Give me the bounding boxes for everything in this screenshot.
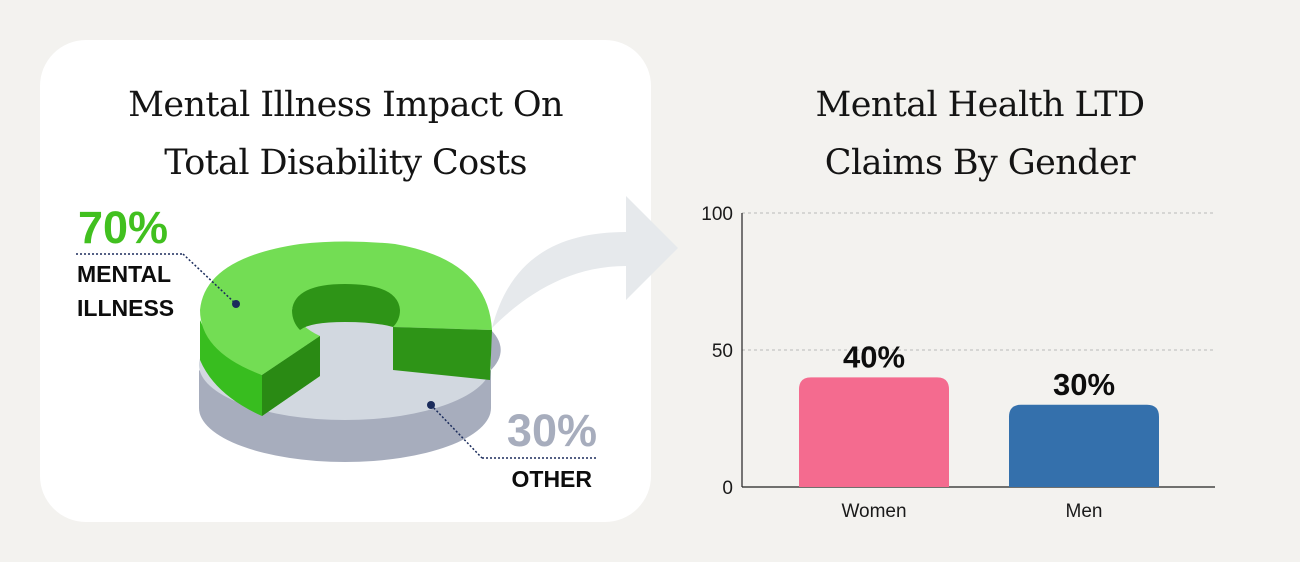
bar-title-line-1: Mental Health LTD bbox=[815, 85, 1146, 125]
bar-men bbox=[1009, 404, 1159, 487]
donut-other-side bbox=[199, 330, 501, 462]
bar-chart-title: Mental Health LTD Claims By Gender bbox=[740, 76, 1220, 192]
other-label: OTHER bbox=[512, 466, 593, 492]
other-percent: 30% bbox=[507, 405, 597, 456]
mental-leader-d bbox=[182, 253, 237, 305]
bar-chart: 0 50 100 40% Women 30% Men bbox=[701, 204, 1215, 522]
y-tick-label-0: 0 bbox=[722, 478, 733, 499]
x-tick-label-women: Women bbox=[841, 501, 906, 522]
y-tick-label-100: 100 bbox=[701, 204, 733, 225]
y-tick-label-50: 50 bbox=[712, 341, 733, 362]
data-label-women: 40% bbox=[843, 339, 905, 374]
mental-percent: 70% bbox=[78, 202, 168, 253]
donut-mental-inner bbox=[292, 284, 400, 330]
donut-mental-top bbox=[200, 241, 492, 375]
x-tick-label-men: Men bbox=[1066, 501, 1103, 522]
bar-title-line-2: Claims By Gender bbox=[824, 143, 1136, 183]
other-leader-d bbox=[430, 404, 483, 459]
mental-leader-dot bbox=[232, 300, 240, 308]
donut-3d bbox=[199, 241, 501, 462]
bar-women bbox=[799, 377, 949, 487]
mental-label-line-1: MENTAL bbox=[77, 261, 171, 287]
donut-chart-title: Mental Illness Impact On Total Disabilit… bbox=[40, 76, 651, 192]
transition-arrow-icon bbox=[492, 196, 678, 328]
donut-mental-cut-start bbox=[262, 336, 320, 416]
mental-label-line-2: ILLNESS bbox=[77, 295, 174, 321]
data-label-men: 30% bbox=[1053, 367, 1115, 402]
donut-title-line-1: Mental Illness Impact On bbox=[128, 85, 563, 125]
donut-mental-cut-end bbox=[393, 327, 492, 380]
donut-title-line-2: Total Disability Costs bbox=[164, 143, 527, 183]
other-leader-dot bbox=[427, 401, 435, 409]
